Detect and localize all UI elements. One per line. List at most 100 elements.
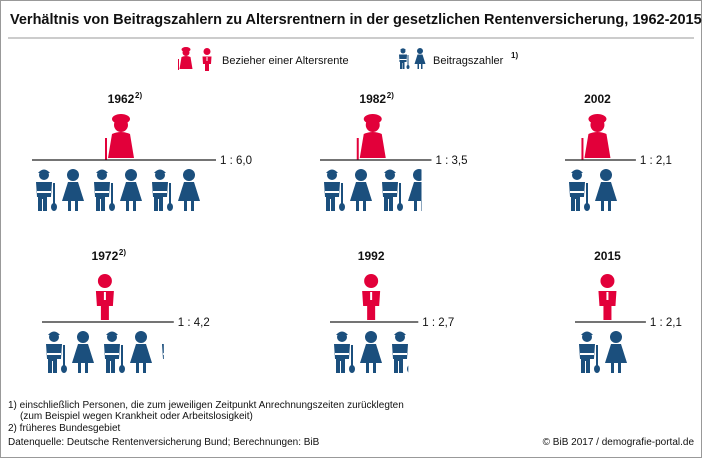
tie <box>207 57 208 61</box>
head <box>183 169 195 181</box>
leg <box>85 363 88 373</box>
ratio-label: 1 : 2,7 <box>422 317 454 329</box>
leg <box>608 201 611 211</box>
head <box>600 274 614 288</box>
frame <box>1 1 702 458</box>
cane <box>178 59 179 70</box>
shovel <box>408 55 409 66</box>
stripe <box>580 353 594 355</box>
shovel <box>53 183 55 205</box>
leg <box>191 201 194 211</box>
year-label: 1972 <box>92 249 119 263</box>
leg <box>136 363 139 373</box>
shovel-blade <box>109 203 115 211</box>
legend-label: Bezieher einer Altersrente <box>222 55 349 67</box>
ratio-label: 1 : 6,0 <box>220 155 252 167</box>
shovel <box>586 183 588 205</box>
shovel <box>111 183 113 205</box>
stripe <box>570 191 584 193</box>
shovel <box>121 345 123 367</box>
cane <box>581 138 583 160</box>
shovel <box>341 183 343 205</box>
year-label: 1962 <box>108 92 135 106</box>
leg <box>414 201 417 211</box>
shovel-blade <box>594 365 600 373</box>
shovel-blade <box>584 203 590 211</box>
ratio-label: 1 : 2,1 <box>650 317 682 329</box>
tie <box>104 292 106 300</box>
head <box>204 48 211 55</box>
shovel-blade <box>51 203 57 211</box>
stripe <box>37 191 51 193</box>
chart-title: Verhältnis von Beitragszahlern zu Alters… <box>10 12 702 28</box>
footnote: (zum Beispiel wegen Krankheit oder Arbei… <box>20 411 253 422</box>
stripe <box>393 353 407 355</box>
legend-note: 1) <box>511 51 518 60</box>
leg <box>618 363 621 373</box>
leg <box>601 201 604 211</box>
copyright: © BiB 2017 / demografie-portal.de <box>543 437 695 448</box>
head <box>610 331 622 343</box>
year-note: 2) <box>387 91 394 100</box>
stripe <box>325 191 339 193</box>
head <box>590 118 604 132</box>
shovel <box>63 345 65 367</box>
shovel-blade <box>61 365 67 373</box>
cane <box>105 138 107 160</box>
ratio-label: 1 : 4,2 <box>178 317 210 329</box>
stripe <box>335 353 349 355</box>
tie <box>370 292 372 300</box>
shovel <box>351 345 353 367</box>
head <box>125 169 137 181</box>
footnote: 1) einschließlich Personen, die zum jewe… <box>8 400 404 411</box>
stripe <box>153 191 167 193</box>
year-label: 2002 <box>584 92 611 106</box>
leg <box>418 64 420 69</box>
shovel <box>596 345 598 367</box>
footnote: 2) früheres Bundesgebiet <box>8 423 121 434</box>
head <box>366 118 380 132</box>
legend-label: Beitragszahler <box>433 55 504 67</box>
infographic: Verhältnis von Beitragszahlern zu Alters… <box>0 0 702 458</box>
shovel-blade <box>407 65 410 69</box>
stripe <box>400 59 407 60</box>
head <box>114 118 128 132</box>
head <box>98 274 112 288</box>
shovel-blade <box>339 203 345 211</box>
stripe <box>47 353 61 355</box>
shovel-blade <box>349 365 355 373</box>
cane <box>357 138 359 160</box>
leg <box>143 363 146 373</box>
leg <box>611 363 614 373</box>
leg <box>78 363 81 373</box>
year-note: 2) <box>119 248 126 257</box>
shovel <box>169 183 171 205</box>
body <box>180 56 193 69</box>
shovel-blade <box>167 203 173 211</box>
year-label: 1992 <box>358 249 385 263</box>
ratio-label: 1 : 3,5 <box>436 155 468 167</box>
stripe <box>95 191 109 193</box>
leg <box>366 363 369 373</box>
leg <box>184 201 187 211</box>
head <box>417 48 423 54</box>
shovel <box>399 183 401 205</box>
leg <box>363 201 366 211</box>
year-note: 2) <box>135 91 142 100</box>
head <box>135 331 147 343</box>
leg <box>373 363 376 373</box>
body <box>360 132 386 158</box>
leg <box>133 201 136 211</box>
head <box>183 49 190 56</box>
leg <box>356 201 359 211</box>
head <box>365 331 377 343</box>
head <box>355 169 367 181</box>
head <box>600 169 612 181</box>
head <box>77 331 89 343</box>
stripe <box>383 191 397 193</box>
source: Datenquelle: Deutsche Rentenversicherung… <box>8 437 320 448</box>
shovel-blade <box>397 203 403 211</box>
year-label: 2015 <box>594 249 621 263</box>
leg <box>421 64 423 69</box>
head <box>67 169 79 181</box>
